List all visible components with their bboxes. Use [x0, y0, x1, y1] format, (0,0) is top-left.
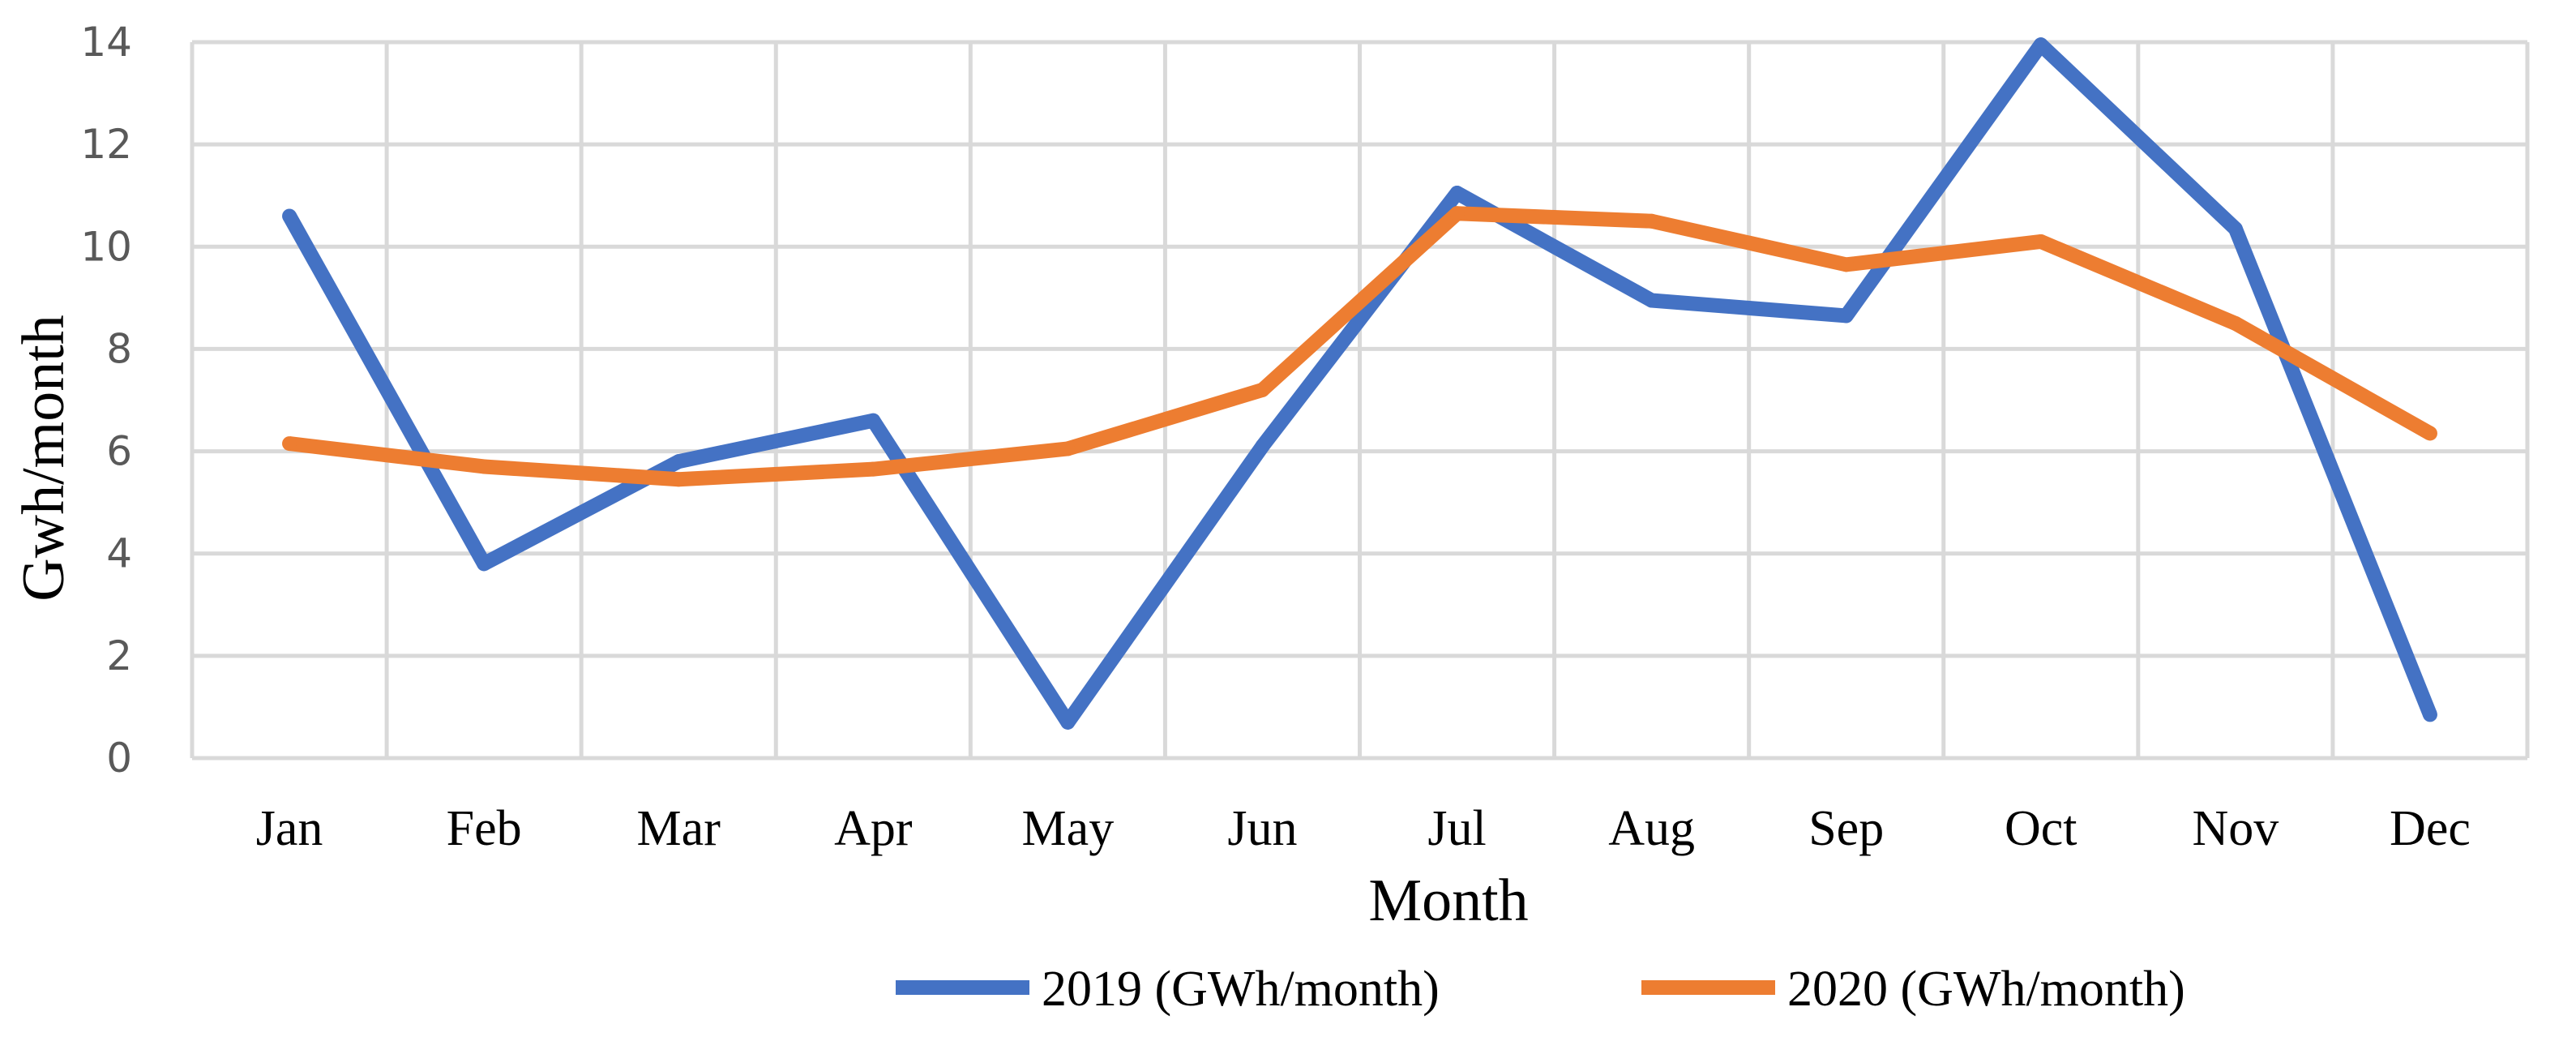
data-point-2020-may [1060, 441, 1076, 456]
data-point-2019-jun [1255, 439, 1270, 454]
data-point-2020-jul [1449, 206, 1465, 221]
data-point-2019-jan [282, 208, 297, 224]
legend-label-2019: 2019 (GWh/month) [1042, 962, 1440, 1017]
series-line-2020 [288, 206, 2434, 487]
x-tick-label: Oct [2005, 801, 2077, 856]
x-tick-label: Jul [1427, 801, 1486, 856]
data-point-2019-mar [671, 454, 687, 469]
y-tick-label: 14 [80, 19, 132, 66]
x-tick-label: Dec [2390, 801, 2471, 856]
data-point-2019-feb [477, 556, 492, 572]
x-tick-label: Jun [1227, 801, 1297, 856]
x-axis-ticks: Jan Feb Mar Apr May Jun Jul Aug Sep Oct Nov Dec [256, 801, 2471, 856]
y-axis-ticks: 0 2 4 6 8 10 12 14 [80, 19, 132, 782]
data-point-2020-jun [1255, 382, 1270, 397]
y-tick-label: 10 [80, 223, 132, 270]
data-point-2020-nov [2227, 315, 2243, 331]
legend-label-2020: 2020 (GWh/month) [1787, 962, 2185, 1017]
y-tick-label: 2 [106, 632, 132, 679]
y-tick-label: 12 [80, 121, 132, 168]
series-lines [282, 37, 2437, 730]
data-point-2020-jan [282, 436, 297, 452]
data-point-2019-nov [2227, 221, 2243, 237]
x-tick-label: Sep [1808, 801, 1884, 856]
x-tick-label: Feb [447, 801, 522, 856]
legend: 2019 (GWh/month) 2020 (GWh/month) [896, 962, 2185, 1017]
data-point-2019-aug [1644, 293, 1659, 308]
y-tick-label: 4 [106, 530, 132, 577]
x-tick-label: Apr [834, 801, 913, 856]
y-axis-title: Gwh/month [11, 315, 77, 602]
y-tick-label: 6 [106, 428, 132, 475]
data-point-2020-apr [866, 461, 881, 477]
x-axis-title: Month [1368, 868, 1528, 934]
data-point-2019-jul [1449, 186, 1465, 201]
data-point-2019-sep [1838, 308, 1854, 324]
data-point-2020-sep [1838, 257, 1854, 272]
data-point-2019-may [1060, 714, 1076, 730]
data-point-2020-mar [671, 472, 687, 487]
x-tick-label: Mar [637, 801, 721, 856]
data-point-2020-dec [2422, 426, 2437, 441]
x-tick-label: May [1022, 801, 1115, 856]
data-point-2020-aug [1644, 213, 1659, 229]
x-tick-label: Jan [256, 801, 323, 856]
data-point-2020-oct [2033, 234, 2048, 249]
data-point-2019-oct [2033, 37, 2048, 53]
data-point-2020-feb [477, 459, 492, 474]
data-point-2019-apr [866, 413, 881, 428]
x-tick-label: Aug [1608, 801, 1695, 856]
y-tick-label: 8 [106, 325, 132, 372]
x-tick-label: Nov [2192, 801, 2279, 856]
y-tick-label: 0 [106, 735, 132, 782]
data-point-2019-dec [2422, 707, 2437, 722]
